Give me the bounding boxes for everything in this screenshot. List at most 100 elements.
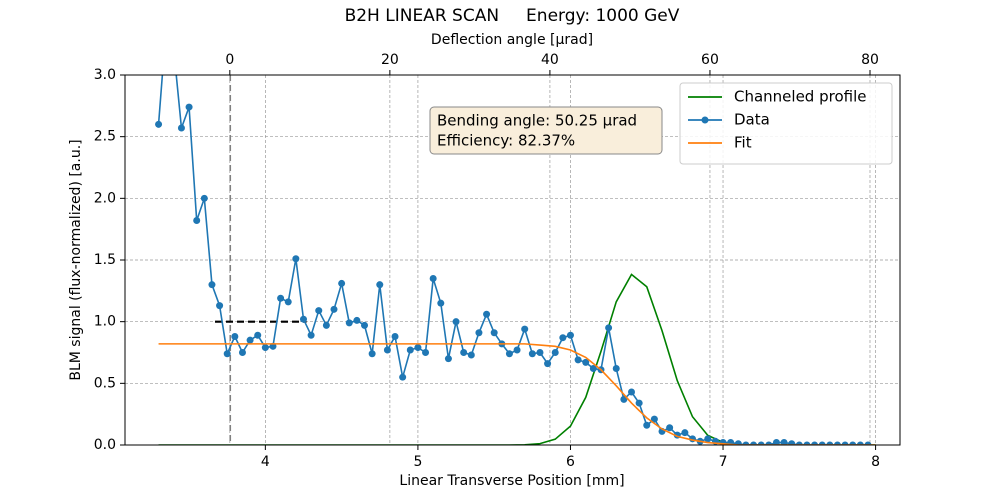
chart-title: B2H LINEAR SCAN Energy: 1000 GeV [345,6,680,26]
data-point [772,439,780,445]
data-point [627,388,635,396]
legend-box [679,82,893,165]
data-point [589,365,597,373]
data-point [437,299,445,307]
data-point [833,441,841,445]
data-point [208,281,216,289]
x-axis-label: Linear Transverse Position [mm] [399,473,624,489]
data-point [155,120,163,128]
x2-tick-label: 20 [381,52,399,68]
data-point [200,194,208,202]
ticks: 0.00.51.01.52.02.53.04 5 6 7 80 20 40 60 80 [94,52,880,470]
data-point [322,321,330,329]
data-point [254,331,262,339]
x2-tick-label: 0 [225,52,234,68]
x2-tick-label: 60 [701,52,719,68]
data-point [582,358,590,366]
data-point [193,217,201,225]
legend: Channeled profile Data Fit [679,82,893,165]
data-point [284,298,292,306]
data-point [681,429,689,437]
data-point [505,350,513,358]
x2-tick-label: 40 [541,52,559,68]
data-point [353,316,361,324]
y-tick-label: 2.5 [94,129,116,145]
data-point [391,332,399,340]
y-tick-label: 3.0 [94,67,116,83]
data-point [475,329,483,337]
data-point [231,332,239,340]
x-tick-label: 8 [871,454,880,470]
data-point [216,302,224,310]
data-point [856,441,864,445]
data-point [704,435,712,443]
data-point [460,349,468,356]
data-point [246,336,254,344]
legend-label: Data [734,111,770,129]
plot-area [155,75,876,445]
data-point [444,355,452,363]
data-point [635,399,643,407]
data-point [429,275,437,282]
data-point [238,349,246,356]
data-point [811,441,819,445]
data-point [177,124,185,132]
data-point [803,441,811,445]
data-point [795,441,803,445]
data-point [452,318,460,326]
data-point [788,440,796,445]
y-tick-label: 0.5 [94,375,116,391]
data-point [544,360,552,368]
data-point [330,305,338,313]
data-point [605,324,613,332]
data-point [345,319,353,327]
data-point [383,346,391,354]
data-point [818,441,826,445]
data-point [185,103,193,111]
y-tick-label: 2.0 [94,190,116,206]
data-point [223,350,231,358]
data-point [734,440,742,445]
data-point [780,439,788,445]
annotation-line: Bending angle: 50.25 μrad [437,112,637,130]
data-point [826,441,834,445]
annotation: Bending angle: 50.25 μrad Efficiency: 82… [429,106,663,155]
data-point [299,315,307,323]
data-point [757,441,765,445]
x-tick-label: 6 [566,454,575,470]
data-point [338,279,346,287]
data-point [551,349,559,356]
x-tick-label: 4 [261,454,270,470]
y-tick-label: 0.0 [94,437,116,453]
y-tick-label: 1.0 [94,314,116,330]
data-point [559,334,567,342]
data-point [292,255,300,263]
data-point [566,331,574,339]
data-point [841,441,849,445]
legend-marker [701,116,709,124]
series-line [157,75,868,445]
data-point [574,356,582,364]
series-line [158,343,876,445]
data-point [422,349,430,356]
x2-tick-label: 80 [861,52,879,68]
data-point [376,281,384,289]
data-point [612,365,620,373]
data-point [536,349,544,356]
data-point [521,325,529,333]
x-tick-label: 5 [413,454,422,470]
data-point [414,344,422,352]
data-point [742,441,750,445]
data-point [849,441,857,445]
data-point [261,344,269,352]
data-point [643,421,651,429]
data-point [406,346,414,354]
data-point [483,310,491,318]
y-axis-label: BLM signal (flux-normalized) [a.u.] [68,139,84,380]
x2-axis-label: Deflection angle [μrad] [431,32,593,48]
data-point [361,321,369,329]
legend-label: Channeled profile [734,88,866,106]
data-point [750,441,758,445]
